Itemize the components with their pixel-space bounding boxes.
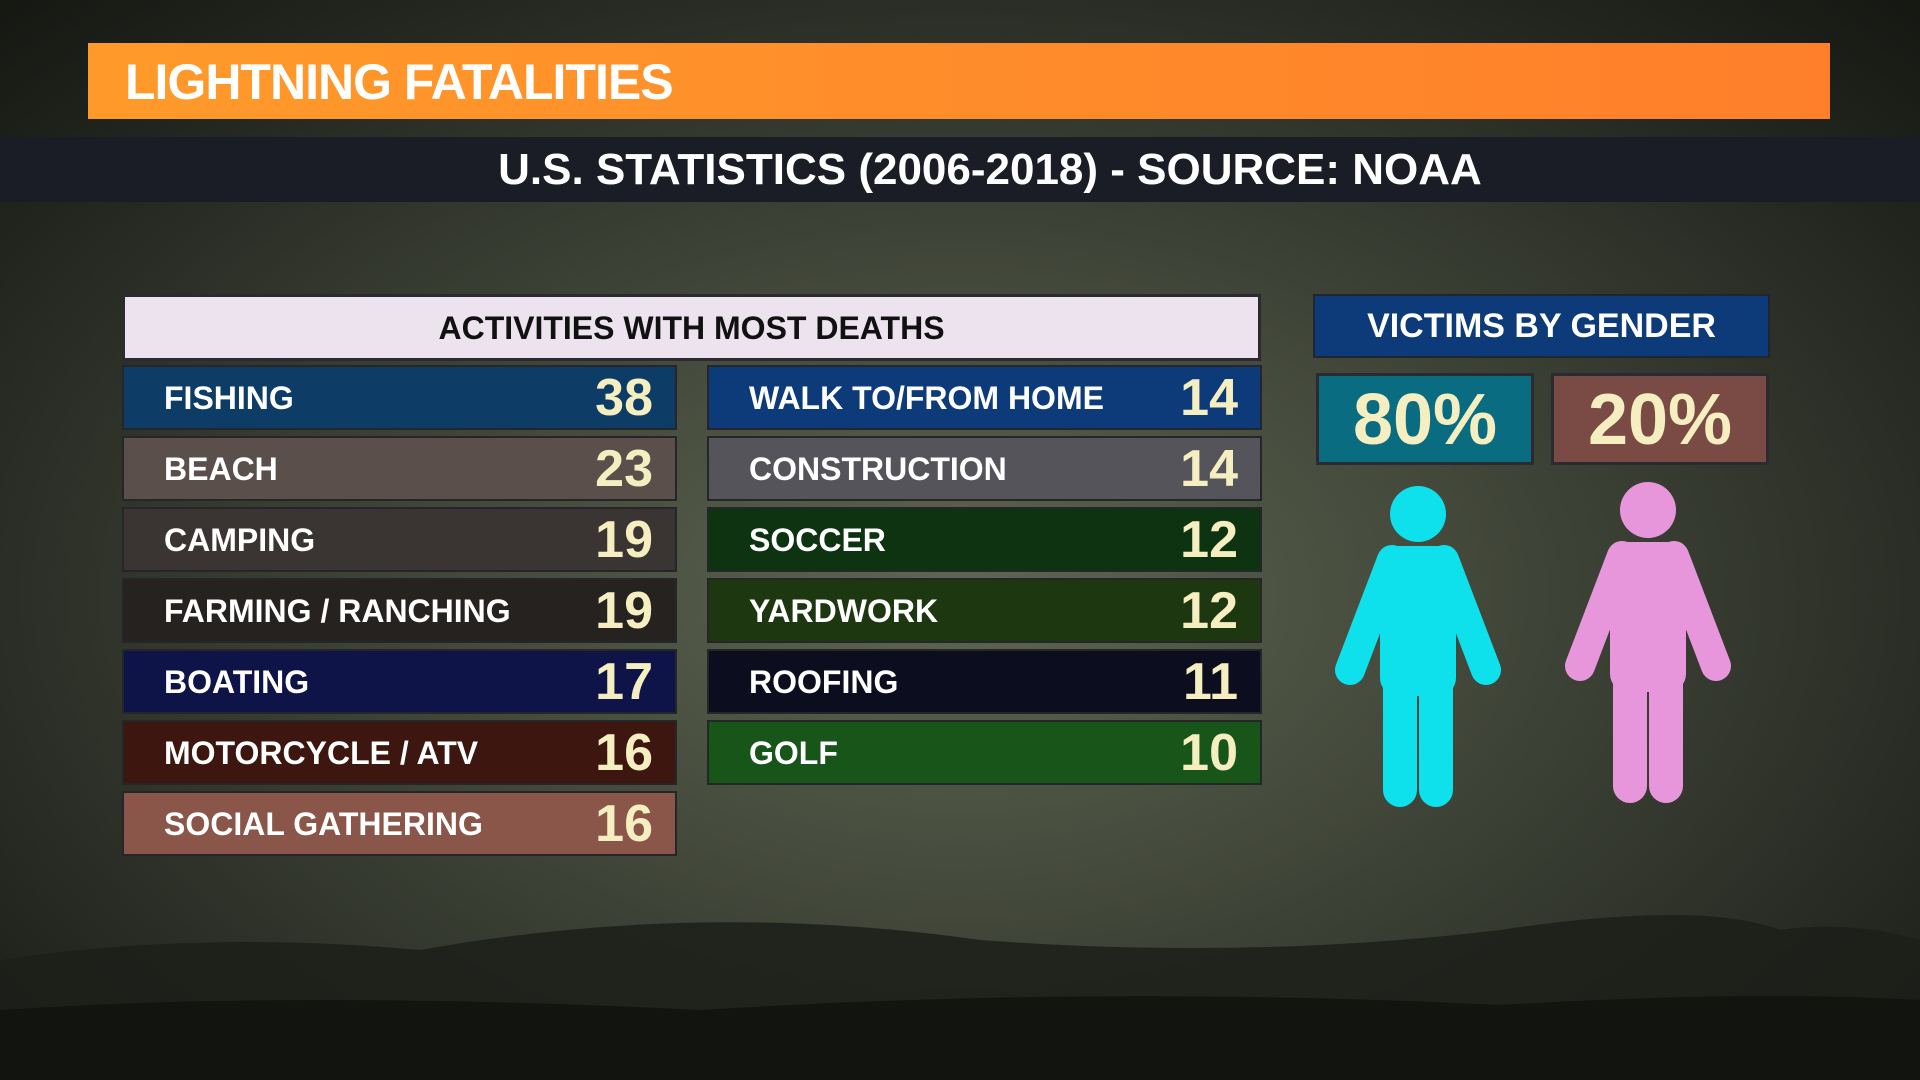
gender-title: VICTIMS BY GENDER xyxy=(1313,294,1770,358)
activity-row: BEACH 23 xyxy=(122,436,677,501)
activity-row: ROOFING 11 xyxy=(707,649,1262,714)
activity-value: 12 xyxy=(1180,511,1238,569)
activity-label: FARMING / RANCHING xyxy=(164,593,511,629)
activity-value: 14 xyxy=(1180,440,1238,498)
activity-label: FISHING xyxy=(164,380,294,416)
activity-row: CAMPING 19 xyxy=(122,507,677,572)
subtitle: U.S. STATISTICS (2006-2018) - SOURCE: NO… xyxy=(498,145,1482,194)
activity-value: 16 xyxy=(595,795,653,853)
female-figure xyxy=(1565,482,1731,803)
male-figure xyxy=(1335,486,1501,807)
activity-value: 23 xyxy=(595,440,653,498)
activity-row: FISHING 38 xyxy=(122,365,677,430)
title: LIGHTNING FATALITIES xyxy=(125,54,674,110)
activities-title: ACTIVITIES WITH MOST DEATHS xyxy=(122,294,1261,361)
activity-label: GOLF xyxy=(749,735,838,771)
activity-row: GOLF 10 xyxy=(707,720,1262,785)
activity-value: 38 xyxy=(595,369,653,427)
female-percent: 20% xyxy=(1551,373,1769,465)
activity-label: WALK TO/FROM HOME xyxy=(749,380,1104,416)
title-bar xyxy=(88,43,1830,119)
activity-value: 10 xyxy=(1180,724,1238,782)
activity-value: 19 xyxy=(595,511,653,569)
activity-label: MOTORCYCLE / ATV xyxy=(164,735,479,771)
activity-value: 11 xyxy=(1183,653,1238,711)
activity-value: 17 xyxy=(595,653,653,711)
activity-label: BEACH xyxy=(164,451,278,487)
activity-label: SOCIAL GATHERING xyxy=(164,806,483,842)
activity-label: CONSTRUCTION xyxy=(749,451,1007,487)
activity-value: 16 xyxy=(595,724,653,782)
activity-label: YARDWORK xyxy=(749,593,939,629)
activity-row: MOTORCYCLE / ATV 16 xyxy=(122,720,677,785)
activity-row: SOCCER 12 xyxy=(707,507,1262,572)
activity-value: 12 xyxy=(1180,582,1238,640)
activity-row: SOCIAL GATHERING 16 xyxy=(122,791,677,856)
male-percent: 80% xyxy=(1316,373,1534,465)
activity-row: YARDWORK 12 xyxy=(707,578,1262,643)
activity-label: CAMPING xyxy=(164,522,316,558)
activity-row: WALK TO/FROM HOME 14 xyxy=(707,365,1262,430)
activity-row: BOATING 17 xyxy=(122,649,677,714)
gender-figures xyxy=(1335,482,1731,807)
activity-label: ROOFING xyxy=(749,664,899,700)
activity-label: SOCCER xyxy=(749,522,886,558)
activity-value: 19 xyxy=(595,582,653,640)
activity-value: 14 xyxy=(1180,369,1238,427)
activity-label: BOATING xyxy=(164,664,310,700)
subtitle-band xyxy=(0,137,1920,202)
activity-row: CONSTRUCTION 14 xyxy=(707,436,1262,501)
activity-row: FARMING / RANCHING 19 xyxy=(122,578,677,643)
